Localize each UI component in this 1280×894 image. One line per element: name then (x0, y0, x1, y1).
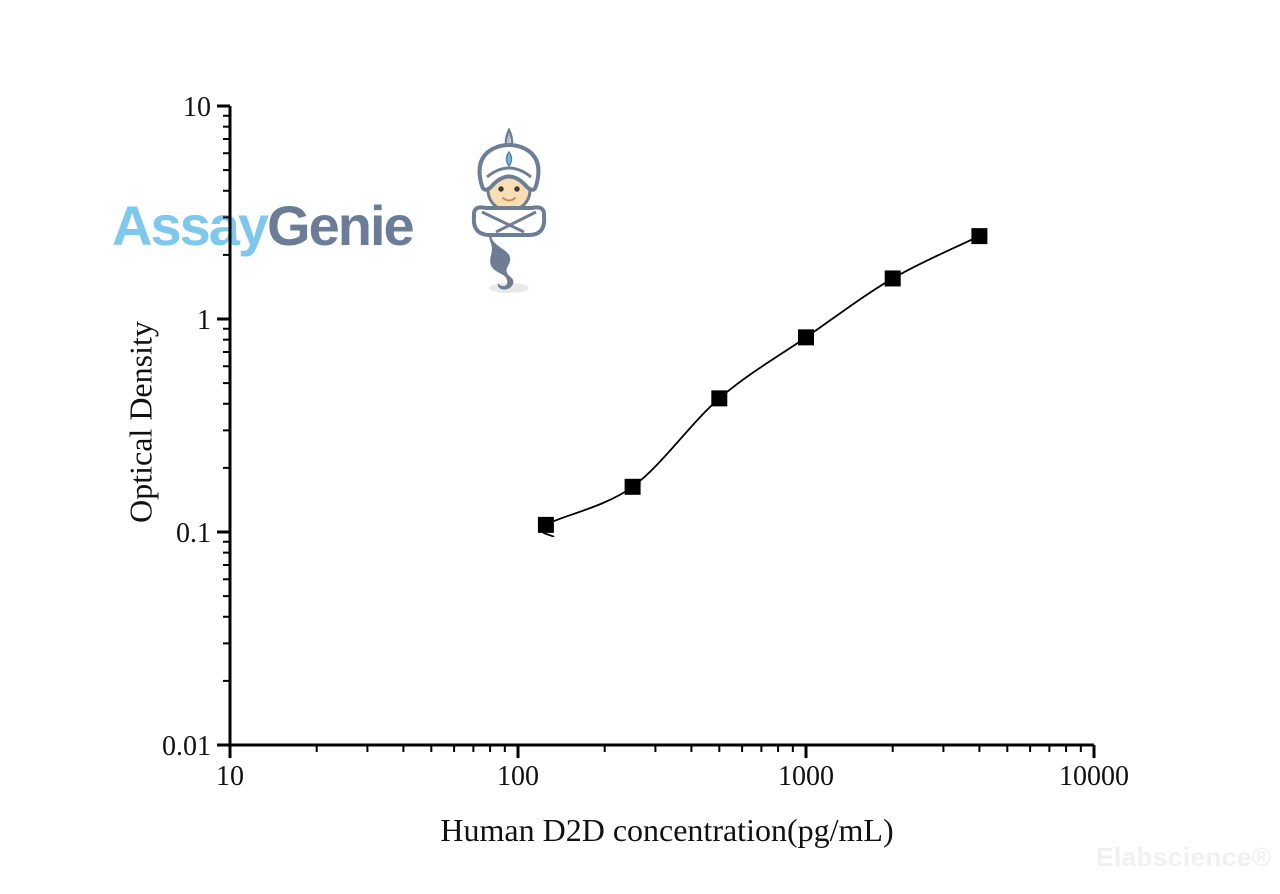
curve-line (540, 235, 980, 538)
genie-eye-right (514, 186, 520, 192)
genie-smile (502, 197, 516, 202)
logo-genie-text: Genie (267, 194, 415, 257)
genie-eye-left (498, 186, 504, 192)
x-tick-label: 1000 (778, 761, 834, 792)
data-point-marker (537, 516, 554, 533)
elabscience-watermark: Elabscience® (1096, 842, 1272, 872)
genie-arm-right (495, 210, 537, 234)
genie-tail (489, 224, 514, 290)
y-axis-title: Optical Density (122, 321, 159, 523)
x-axis-title: Human D2D concentration(pg/mL) (440, 812, 894, 848)
data-point-marker (971, 228, 988, 245)
x-tick-label: 10000 (1059, 761, 1129, 792)
assaygenie-logo: AssayGenie (112, 198, 415, 254)
genie-turban-band (486, 166, 532, 179)
x-tick-label: 10 (216, 761, 244, 792)
data-point-marker (711, 390, 728, 407)
genie-crossed-arms (471, 205, 547, 238)
y-tick-label: 0.1 (176, 518, 211, 549)
y-tick-label: 0.01 (162, 731, 211, 762)
genie-arm-left (481, 210, 525, 234)
x-tick-label: 100 (497, 761, 539, 792)
logo-assay-text: Assay (112, 194, 269, 257)
data-point-marker (798, 329, 814, 346)
y-tick-label: 10 (183, 92, 211, 123)
data-point-marker (884, 270, 901, 287)
genie-gem (505, 150, 513, 168)
data-point-marker (624, 478, 641, 495)
genie-icon (471, 128, 547, 293)
y-tick-label: 1 (197, 305, 211, 336)
